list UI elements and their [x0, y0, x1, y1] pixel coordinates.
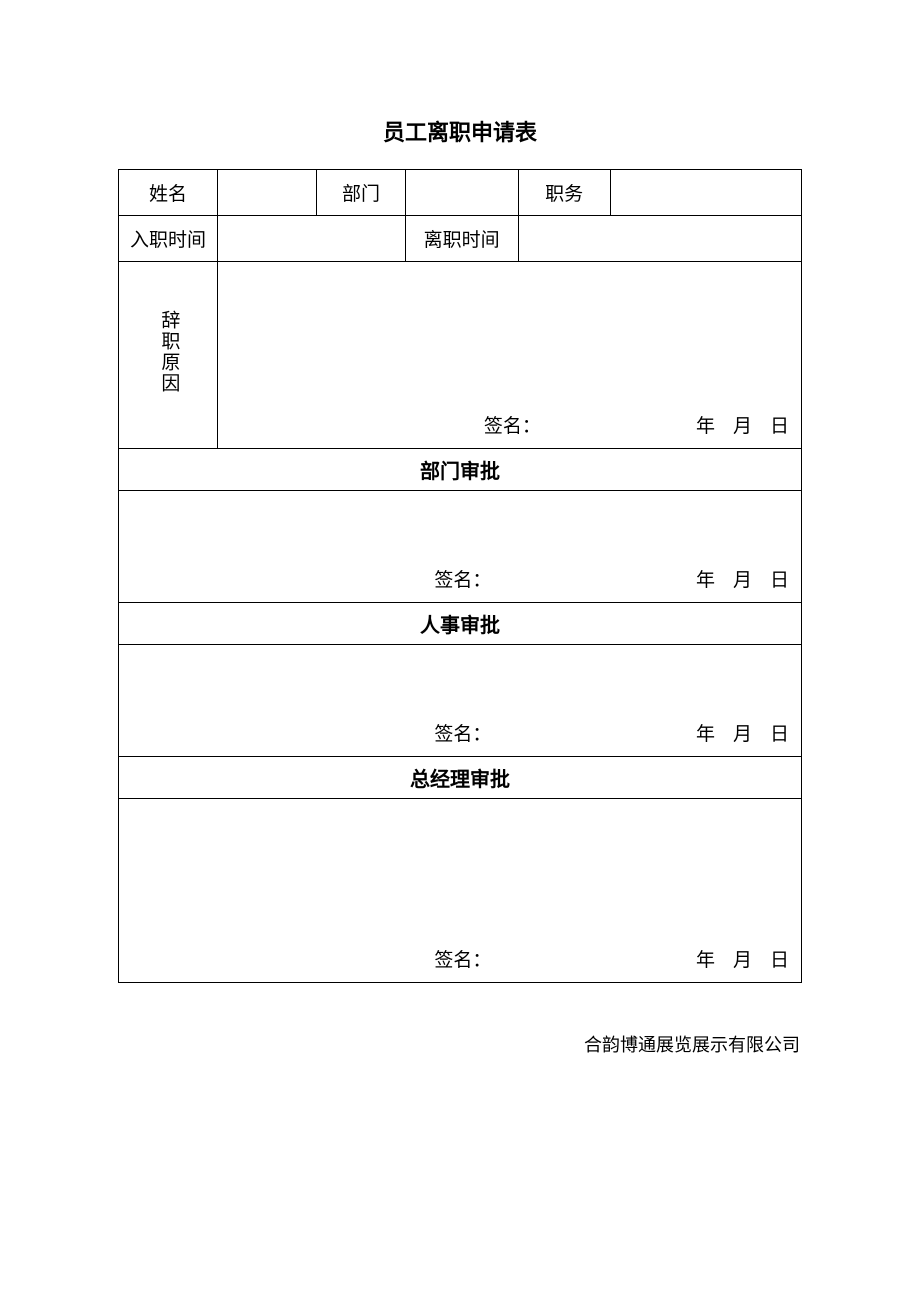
label-leave-date: 离职时间 [405, 216, 518, 262]
section-gm-approval: 总经理审批 [119, 757, 802, 799]
row-dates: 入职时间 离职时间 [119, 216, 802, 262]
field-gm-approval[interactable]: 签名： 年月日 [119, 799, 802, 983]
date-gm: 年月日 [696, 945, 789, 972]
page: 员工离职申请表 姓名 部门 职务 入职时间 离职时间 辞职原因 [0, 0, 920, 1057]
label-name: 姓名 [119, 170, 218, 216]
label-join-date: 入职时间 [119, 216, 218, 262]
date-dept: 年月日 [696, 565, 789, 592]
label-department: 部门 [317, 170, 406, 216]
label-position: 职务 [518, 170, 610, 216]
signature-label-hr: 签名： [434, 719, 491, 746]
field-join-date[interactable] [218, 216, 406, 262]
row-gm-approval-body: 签名： 年月日 [119, 799, 802, 983]
resignation-form-table: 姓名 部门 职务 入职时间 离职时间 辞职原因 签名： 年月日 [118, 169, 802, 983]
row-hr-approval-header: 人事审批 [119, 603, 802, 645]
label-reason: 辞职原因 [119, 262, 218, 449]
field-reason[interactable]: 签名： 年月日 [218, 262, 802, 449]
signature-label-gm: 签名： [434, 945, 491, 972]
field-dept-approval[interactable]: 签名： 年月日 [119, 491, 802, 603]
section-dept-approval: 部门审批 [119, 449, 802, 491]
date-hr: 年月日 [696, 719, 789, 746]
signature-label-reason: 签名： [484, 411, 541, 438]
row-dept-approval-header: 部门审批 [119, 449, 802, 491]
row-reason: 辞职原因 签名： 年月日 [119, 262, 802, 449]
section-hr-approval: 人事审批 [119, 603, 802, 645]
row-basic-info: 姓名 部门 职务 [119, 170, 802, 216]
form-title: 员工离职申请表 [118, 115, 802, 147]
signature-label-dept: 签名： [434, 565, 491, 592]
field-position[interactable] [610, 170, 801, 216]
row-gm-approval-header: 总经理审批 [119, 757, 802, 799]
field-leave-date[interactable] [518, 216, 801, 262]
row-hr-approval-body: 签名： 年月日 [119, 645, 802, 757]
field-department[interactable] [405, 170, 518, 216]
company-footer: 合韵博通展览展示有限公司 [118, 1031, 802, 1057]
date-reason: 年月日 [696, 411, 789, 438]
field-name[interactable] [218, 170, 317, 216]
row-dept-approval-body: 签名： 年月日 [119, 491, 802, 603]
field-hr-approval[interactable]: 签名： 年月日 [119, 645, 802, 757]
